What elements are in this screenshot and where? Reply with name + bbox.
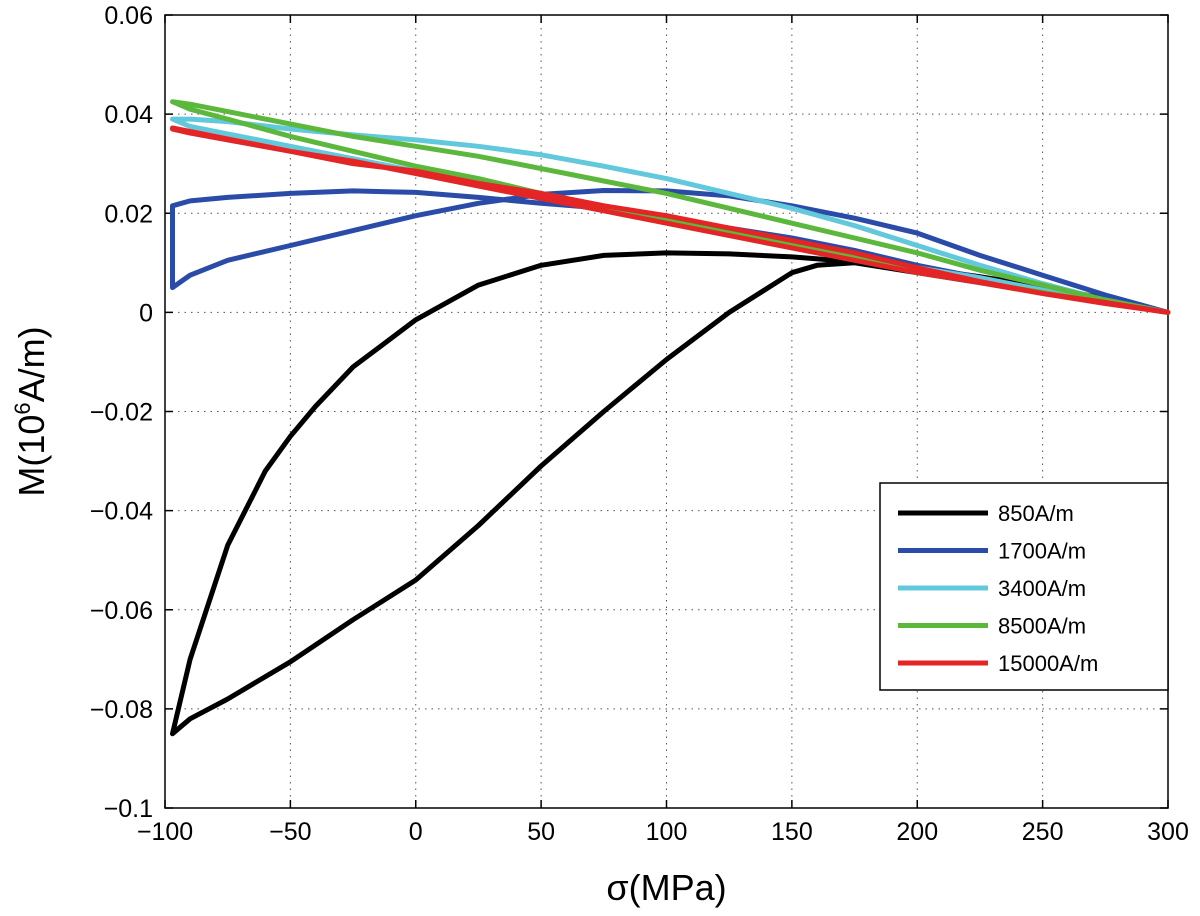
legend-entries: 850A/m 1700A/m 3400A/m 8500A/m 15000A/m	[898, 501, 1098, 676]
series-line-0	[170, 250, 1171, 737]
x-tick-label: 200	[896, 818, 938, 846]
x-tick-label: 0	[409, 818, 423, 846]
legend-label-3: 8500A/m	[998, 614, 1086, 639]
y-tick-label: −0.08	[90, 696, 153, 724]
legend-label-2: 3400A/m	[998, 576, 1086, 601]
y-tick-label: −0.02	[90, 399, 153, 427]
x-tick-label: −100	[137, 818, 193, 846]
x-tick-labels: −100 −50 0 50 100 150 200 250 300	[137, 818, 1189, 846]
x-tick-label: 300	[1147, 818, 1189, 846]
axis-ticks	[164, 14, 1169, 809]
y-axis-label-exponent: 6	[10, 402, 35, 414]
y-tick-label: 0.02	[104, 200, 153, 228]
y-tick-label: 0.04	[104, 101, 153, 129]
legend-label-4: 15000A/m	[998, 651, 1098, 676]
x-tick-label: 100	[646, 818, 688, 846]
x-tick-label: 150	[771, 818, 813, 846]
series-lines	[170, 99, 1171, 737]
x-tick-label: 50	[527, 818, 555, 846]
x-tick-label: −50	[269, 818, 311, 846]
y-axis-label-main: M(10	[11, 415, 52, 497]
legend: 850A/m 1700A/m 3400A/m 8500A/m 15000A/m	[879, 482, 1169, 691]
y-tick-label: 0	[139, 299, 153, 327]
x-axis-label: σ(MPa)	[606, 867, 726, 908]
y-tick-label: −0.06	[90, 597, 153, 625]
y-tick-label: 0.06	[104, 2, 153, 30]
y-tick-label: −0.1	[104, 795, 153, 823]
y-axis-label: M(106A/m)	[10, 326, 52, 496]
y-tick-label: −0.04	[90, 498, 153, 526]
y-tick-labels: −0.1 −0.08 −0.06 −0.04 −0.02 0 0.02 0.04 0.06	[90, 2, 153, 823]
x-tick-label: 250	[1022, 818, 1064, 846]
legend-label-0: 850A/m	[998, 501, 1074, 526]
legend-label-1: 1700A/m	[998, 539, 1086, 564]
y-axis-label-tail: A/m)	[11, 326, 52, 402]
series-line-4	[170, 125, 1171, 315]
